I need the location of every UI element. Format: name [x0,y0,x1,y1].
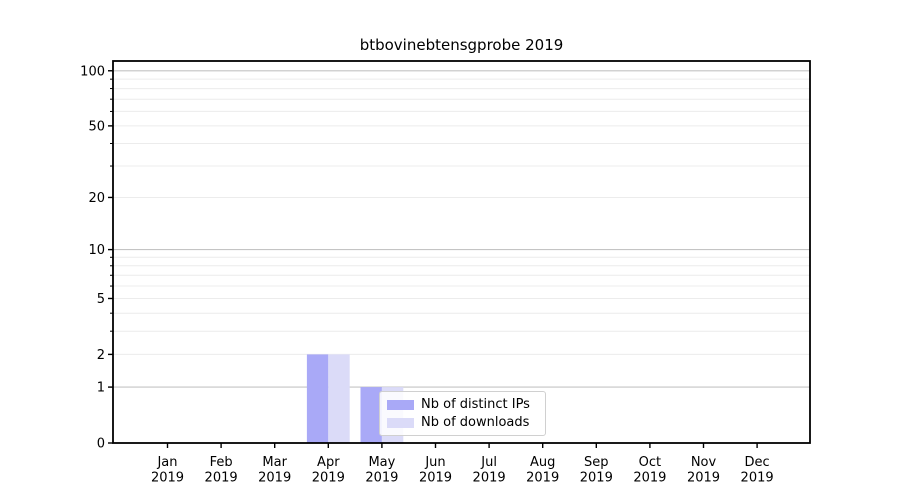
x-tick-label-month: Feb [210,455,233,470]
x-tick-label-month: Aug [530,455,555,470]
y-tick-label: 1 [97,381,105,396]
x-tick-label-year: 2019 [526,471,559,486]
legend-swatch-distinct-ips [387,399,414,410]
bar-distinct-ips-apr [306,354,329,443]
x-tick-label-year: 2019 [365,471,398,486]
legend-swatch-downloads [387,417,414,428]
x-tick-label-year: 2019 [687,471,720,486]
x-tick-label-year: 2019 [741,471,774,486]
x-tick-label-year: 2019 [258,471,291,486]
bar-distinct-ips-may [360,387,382,443]
x-tick-label-year: 2019 [473,471,506,486]
y-tick-label: 5 [97,292,105,307]
x-tick-label-month: Mar [262,455,287,470]
x-tick-label-month: Jan [156,455,177,470]
legend-label-downloads: Nb of downloads [421,415,530,430]
chart-title: btbovinebtensgprobe 2019 [359,36,564,54]
x-tick-label-year: 2019 [419,471,452,486]
x-tick-label-year: 2019 [151,471,184,486]
legend-label-distinct-ips: Nb of distinct IPs [421,397,530,412]
x-tick-label-month: Sep [584,455,609,470]
legend-item-downloads: Nb of downloads [387,415,537,430]
x-tick-label-year: 2019 [205,471,238,486]
x-tick-label-month: Nov [691,455,717,470]
x-tick-label-year: 2019 [312,471,345,486]
bar-downloads-apr [328,354,350,443]
x-tick-label-month: Oct [639,455,661,470]
x-tick-label-month: Jun [424,455,445,470]
legend-item-distinct-ips: Nb of distinct IPs [387,397,537,412]
y-tick-label: 50 [88,119,105,134]
x-tick-label-month: Jul [480,455,497,470]
x-tick-label-year: 2019 [580,471,613,486]
y-tick-label: 100 [80,64,105,79]
x-tick-label-month: May [368,455,395,470]
x-tick-label-month: Dec [745,455,770,470]
y-tick-label: 0 [97,437,105,452]
x-tick-label-month: Apr [317,455,340,470]
legend: Nb of distinct IPs Nb of downloads [379,391,546,436]
y-tick-label: 20 [88,191,105,206]
x-tick-label-year: 2019 [633,471,666,486]
y-tick-label: 10 [88,243,105,258]
plot-border [112,60,811,444]
y-tick-label: 2 [97,348,105,363]
